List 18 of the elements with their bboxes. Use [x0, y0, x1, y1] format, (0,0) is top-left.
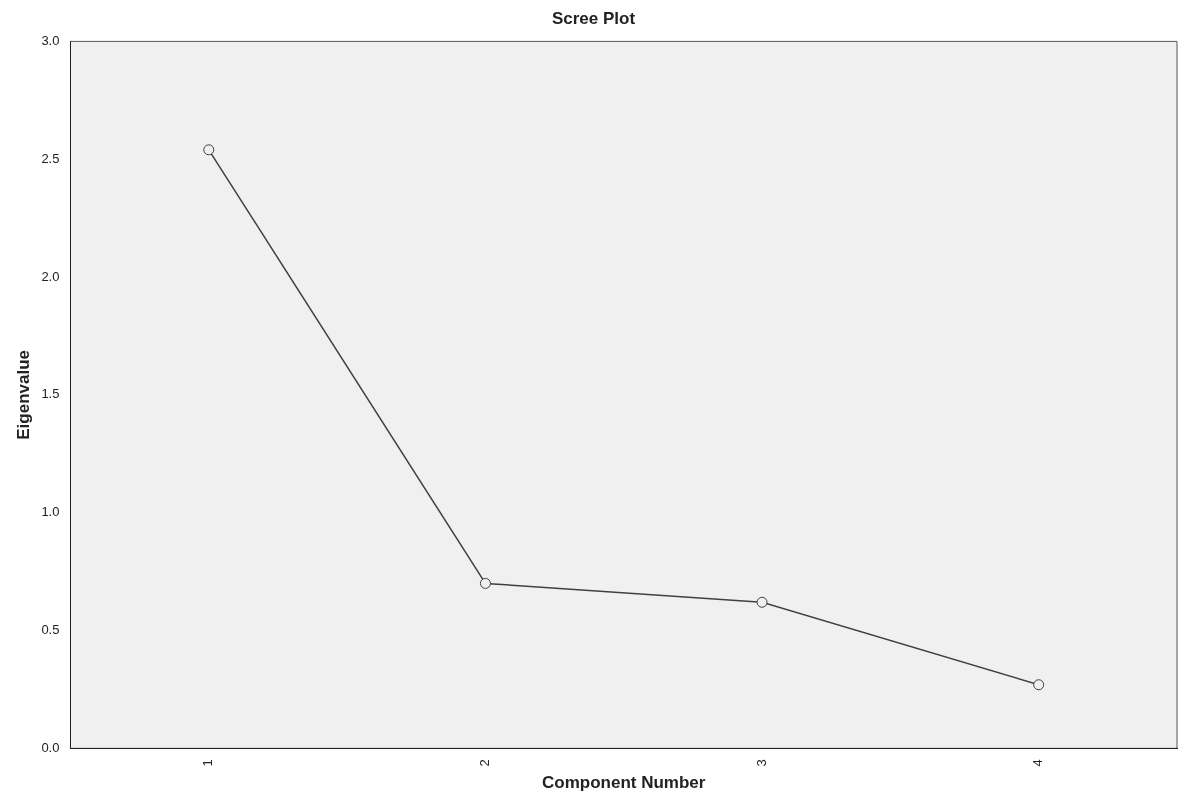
x-tick-label: 2 [477, 759, 492, 767]
y-axis-title: Eigenvalue [13, 350, 33, 440]
x-tick-label: 3 [753, 759, 769, 767]
x-tick-label: 4 [1030, 759, 1046, 767]
y-tick-label: 2.0 [41, 268, 60, 284]
y-tick-label: 1.0 [41, 504, 60, 520]
y-tick-label: 1.5 [41, 386, 60, 402]
x-axis-title: Component Number [542, 773, 706, 793]
y-tick-label: 0.5 [41, 622, 60, 638]
y-tick-label: 2.5 [41, 150, 60, 166]
y-tick-label: 3.0 [41, 32, 60, 48]
point [1033, 679, 1045, 691]
x-tick-label: 1 [200, 759, 216, 767]
y-tick-label: 0.0 [41, 739, 60, 755]
point [479, 577, 491, 589]
chart-title: Scree Plot [551, 8, 636, 28]
point [203, 144, 215, 156]
point [756, 596, 768, 608]
